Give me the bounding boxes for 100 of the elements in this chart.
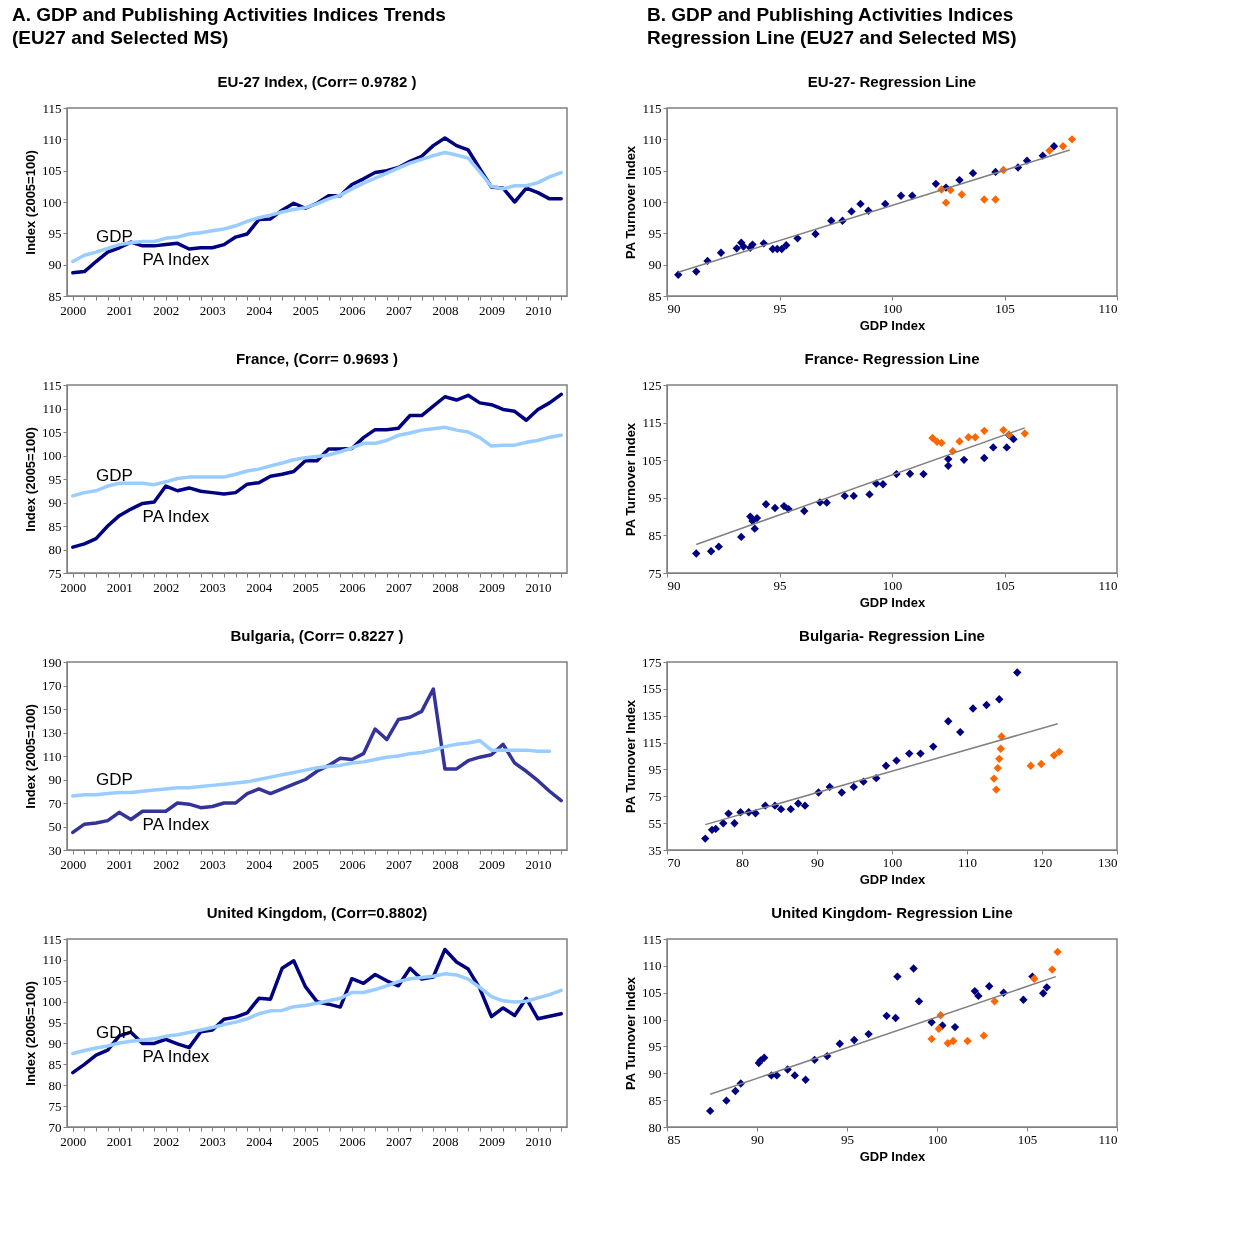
y-axis-title: Index (2005=100) bbox=[23, 427, 38, 532]
y-tick-label: 115 bbox=[642, 735, 662, 751]
x-tick-label: 2001 bbox=[106, 1133, 133, 1149]
x-tick-label: 2006 bbox=[339, 856, 366, 872]
y-tick-label: 105 bbox=[42, 163, 62, 179]
x-tick-label: 95 bbox=[773, 300, 787, 316]
x-tick-label: 2010 bbox=[525, 302, 552, 318]
x-tick-label: 2010 bbox=[525, 579, 552, 595]
y-tick-label: 85 bbox=[648, 1092, 662, 1108]
x-tick-label: 2000 bbox=[60, 1133, 87, 1149]
x-tick-label: 2006 bbox=[339, 579, 366, 595]
x-tick-label: 2009 bbox=[478, 1133, 505, 1149]
y-tick-label: 115 bbox=[42, 377, 62, 393]
y-tick-label: 105 bbox=[642, 163, 662, 179]
text: A. GDP and Publishing Activities Indices Trends (EU27 and Selected MS) bbox=[12, 4, 446, 48]
x-tick-label: 80 bbox=[736, 854, 749, 870]
y-tick-label: 125 bbox=[642, 377, 662, 393]
x-tick-label: 2010 bbox=[525, 1133, 552, 1149]
x-tick-label: 95 bbox=[773, 577, 787, 593]
y-axis-title: Index (2005=100) bbox=[23, 150, 38, 255]
x-tick-label: 2009 bbox=[478, 579, 505, 595]
y-tick-label: 55 bbox=[648, 815, 662, 831]
y-axis-title: Index (2005=100) bbox=[23, 981, 38, 1086]
x-tick-label: 2001 bbox=[106, 302, 133, 318]
chart-title: Bulgaria- Regression Line bbox=[799, 627, 985, 644]
y-tick-label: 95 bbox=[648, 761, 662, 777]
x-tick-label: 2004 bbox=[246, 302, 273, 318]
y-tick-label: 95 bbox=[648, 225, 662, 241]
series-label: PA Index bbox=[142, 507, 210, 527]
y-tick-label: 110 bbox=[42, 748, 62, 764]
x-tick-label: 2004 bbox=[246, 856, 273, 872]
x-tick-label: 90 bbox=[667, 577, 681, 593]
chart-title: France- Regression Line bbox=[804, 350, 980, 367]
y-tick-label: 115 bbox=[42, 931, 62, 947]
x-tick-label: 2002 bbox=[153, 1133, 180, 1149]
y-tick-label: 150 bbox=[42, 701, 62, 717]
y-tick-label: 110 bbox=[642, 131, 662, 147]
chart-title: United Kingdom- Regression Line bbox=[771, 904, 1013, 921]
x-axis-title: GDP Index bbox=[859, 871, 927, 887]
x-tick-label: 2003 bbox=[199, 1133, 226, 1149]
y-axis-title: Index (2005=100) bbox=[23, 704, 38, 809]
series-label: GDP bbox=[96, 465, 133, 485]
x-axis-title: GDP Index bbox=[859, 317, 927, 333]
y-tick-label: 115 bbox=[42, 100, 62, 116]
y-tick-label: 100 bbox=[642, 1012, 662, 1028]
x-tick-label: 2007 bbox=[385, 302, 413, 318]
y-tick-label: 95 bbox=[48, 1015, 62, 1031]
series-label: PA Index bbox=[142, 815, 210, 835]
x-tick-label: 2007 bbox=[385, 579, 413, 595]
series-label: PA Index bbox=[142, 1047, 210, 1067]
y-tick-label: 90 bbox=[648, 257, 662, 273]
x-tick-label: 2001 bbox=[106, 856, 133, 872]
y-tick-label: 105 bbox=[42, 424, 62, 440]
x-tick-label: 2006 bbox=[339, 1133, 366, 1149]
y-tick-label: 100 bbox=[42, 194, 62, 210]
y-tick-label: 80 bbox=[648, 1119, 662, 1135]
x-tick-label: 85 bbox=[667, 1131, 681, 1147]
y-tick-label: 85 bbox=[48, 288, 62, 304]
x-tick-label: 2009 bbox=[478, 856, 505, 872]
x-tick-label: 130 bbox=[1098, 854, 1118, 870]
x-tick-label: 105 bbox=[1017, 1131, 1038, 1147]
x-tick-label: 110 bbox=[1098, 300, 1118, 316]
y-tick-label: 95 bbox=[648, 490, 662, 506]
y-tick-label: 130 bbox=[42, 725, 62, 740]
x-tick-label: 2003 bbox=[199, 302, 226, 318]
x-tick-label: 2003 bbox=[199, 579, 226, 595]
y-tick-label: 85 bbox=[648, 527, 662, 543]
x-tick-label: 110 bbox=[957, 854, 978, 870]
x-tick-label: 90 bbox=[811, 854, 824, 870]
x-tick-label: 90 bbox=[667, 300, 681, 316]
y-tick-label: 90 bbox=[48, 257, 62, 273]
x-tick-label: 95 bbox=[841, 1131, 854, 1147]
x-tick-label: 110 bbox=[1098, 1131, 1118, 1147]
y-tick-label: 105 bbox=[42, 973, 62, 989]
x-tick-label: 2002 bbox=[153, 579, 180, 595]
x-tick-label: 2007 bbox=[385, 1133, 413, 1149]
series-label: PA Index bbox=[142, 249, 210, 269]
x-tick-label: 2007 bbox=[385, 856, 413, 872]
x-tick-label: 105 bbox=[995, 577, 1015, 593]
y-tick-label: 105 bbox=[642, 452, 662, 468]
y-tick-label: 110 bbox=[42, 401, 62, 416]
y-tick-label: 85 bbox=[48, 1056, 62, 1072]
x-tick-label: 2008 bbox=[432, 856, 459, 872]
y-tick-label: 75 bbox=[648, 565, 662, 581]
y-tick-label: 80 bbox=[48, 1077, 62, 1093]
x-tick-label: 120 bbox=[1032, 854, 1053, 870]
y-tick-label: 75 bbox=[48, 565, 62, 581]
x-axis-title: GDP Index bbox=[859, 1148, 927, 1164]
x-tick-label: 2000 bbox=[60, 856, 87, 872]
x-tick-label: 2008 bbox=[432, 1133, 459, 1149]
y-tick-label: 70 bbox=[48, 1119, 62, 1135]
y-tick-label: 115 bbox=[642, 100, 662, 116]
y-tick-label: 80 bbox=[48, 542, 62, 557]
y-axis-title: PA Turnover Index bbox=[623, 422, 638, 537]
y-tick-label: 115 bbox=[642, 415, 662, 431]
y-axis-title: PA Turnover Index bbox=[623, 976, 638, 1091]
x-tick-label: 2009 bbox=[478, 302, 505, 318]
x-tick-label: 100 bbox=[882, 854, 903, 870]
x-tick-label: 100 bbox=[882, 577, 903, 593]
y-tick-label: 70 bbox=[48, 795, 62, 811]
